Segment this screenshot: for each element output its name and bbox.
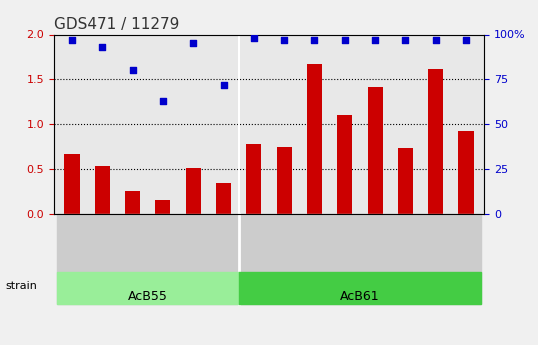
Bar xyxy=(277,147,292,214)
Bar xyxy=(337,115,352,214)
Point xyxy=(219,82,228,88)
Point xyxy=(371,37,379,43)
Point xyxy=(280,37,288,43)
FancyBboxPatch shape xyxy=(57,272,239,305)
Point xyxy=(250,35,258,41)
Bar xyxy=(398,148,413,214)
Bar xyxy=(246,144,261,214)
Point xyxy=(431,37,440,43)
Text: AcB61: AcB61 xyxy=(340,290,380,303)
Bar xyxy=(125,191,140,214)
Bar xyxy=(307,64,322,214)
Point xyxy=(159,98,167,104)
Bar xyxy=(95,166,110,214)
Point xyxy=(310,37,319,43)
FancyBboxPatch shape xyxy=(57,214,481,304)
Point xyxy=(462,37,470,43)
Point xyxy=(189,41,197,46)
Bar xyxy=(155,200,171,214)
Point xyxy=(68,37,76,43)
Text: strain: strain xyxy=(5,282,37,291)
Bar xyxy=(216,184,231,214)
Point xyxy=(401,37,410,43)
Text: GDS471 / 11279: GDS471 / 11279 xyxy=(54,17,179,32)
Point xyxy=(128,68,137,73)
Bar xyxy=(428,69,443,214)
Bar xyxy=(458,131,473,214)
Bar xyxy=(367,87,383,214)
Point xyxy=(98,44,107,50)
Bar xyxy=(186,168,201,214)
FancyBboxPatch shape xyxy=(239,272,481,305)
Bar xyxy=(65,154,80,214)
Point xyxy=(341,37,349,43)
Text: AcB55: AcB55 xyxy=(128,290,168,303)
